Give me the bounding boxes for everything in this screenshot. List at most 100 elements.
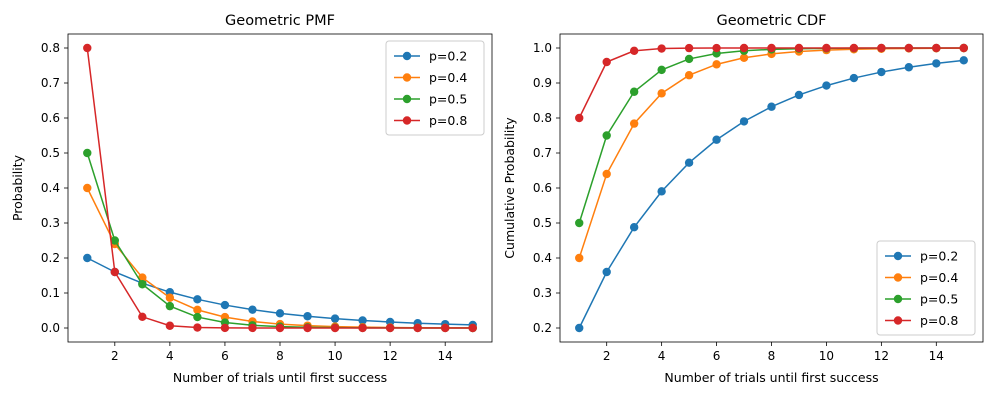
data-point xyxy=(165,301,175,311)
x-tick-label: 12 xyxy=(382,349,397,363)
data-point xyxy=(110,236,120,245)
data-point xyxy=(629,46,639,55)
y-tick-label: 0.6 xyxy=(41,111,60,125)
legend-marker xyxy=(893,316,903,325)
y-axis-label: Cumulative Probability xyxy=(502,117,517,259)
data-point xyxy=(602,131,611,140)
data-point xyxy=(330,314,340,323)
series-p=0.8 xyxy=(83,43,477,333)
data-point xyxy=(303,323,312,333)
data-point xyxy=(220,300,230,310)
y-tick-label: 0.5 xyxy=(41,146,60,160)
data-point xyxy=(110,267,120,277)
data-point xyxy=(877,43,886,53)
data-point xyxy=(275,309,285,318)
data-point xyxy=(385,323,395,333)
y-tick-label: 0.2 xyxy=(41,251,60,265)
data-point xyxy=(575,323,584,333)
y-tick-label: 0.4 xyxy=(533,251,552,265)
x-tick-label: 4 xyxy=(658,349,666,363)
x-tick-label: 10 xyxy=(327,349,342,363)
y-tick-label: 0.6 xyxy=(533,181,552,195)
y-tick-label: 0.3 xyxy=(41,216,60,230)
data-point xyxy=(629,119,639,128)
data-point xyxy=(358,323,367,333)
x-tick-label: 8 xyxy=(768,349,776,363)
series-p=0.5 xyxy=(83,148,477,333)
y-tick-label: 0.2 xyxy=(533,321,552,335)
data-point xyxy=(575,253,584,263)
x-tick-label: 8 xyxy=(276,349,284,363)
data-point xyxy=(932,59,941,68)
data-point xyxy=(822,81,831,90)
legend-box xyxy=(876,240,976,336)
legend-label: p=0.8 xyxy=(429,113,467,128)
data-point xyxy=(877,67,886,77)
series-line xyxy=(86,187,473,329)
x-tick-label: 4 xyxy=(166,349,174,363)
legend-marker xyxy=(893,251,903,261)
data-point xyxy=(575,113,584,123)
data-point xyxy=(468,323,477,333)
data-point xyxy=(303,312,312,321)
data-point xyxy=(83,43,92,53)
data-point xyxy=(767,43,776,53)
data-point xyxy=(794,43,804,53)
legend-label: p=0.4 xyxy=(920,270,958,285)
data-point xyxy=(275,323,285,333)
data-point xyxy=(193,312,202,322)
y-tick-label: 0.9 xyxy=(533,76,552,90)
y-tick-label: 0.0 xyxy=(41,321,60,335)
data-point xyxy=(684,71,694,80)
y-tick-label: 0.5 xyxy=(533,216,552,230)
data-point xyxy=(657,44,666,53)
data-point xyxy=(904,63,914,72)
series-line xyxy=(578,47,964,224)
data-point xyxy=(794,90,804,100)
legend-marker xyxy=(893,294,903,304)
x-tick-label: 6 xyxy=(221,349,229,363)
data-point xyxy=(629,87,639,96)
x-tick-label: 6 xyxy=(713,349,721,363)
data-point xyxy=(684,158,694,167)
data-point xyxy=(248,305,257,314)
data-point xyxy=(712,43,721,53)
y-tick-label: 0.8 xyxy=(41,41,60,55)
legend-marker xyxy=(402,51,412,61)
y-tick-label: 1.0 xyxy=(533,41,552,55)
data-point xyxy=(165,293,175,302)
data-point xyxy=(220,323,230,333)
legend-marker xyxy=(402,94,412,104)
data-point xyxy=(629,223,639,232)
legend: p=0.2 p=0.4 p=0.5 p=0.8 xyxy=(876,240,976,336)
data-point xyxy=(602,267,611,277)
y-tick-label: 0.8 xyxy=(533,111,552,125)
data-point xyxy=(83,148,92,158)
legend-label: p=0.8 xyxy=(920,313,958,328)
y-axis-label: Probability xyxy=(10,154,25,221)
data-point xyxy=(575,218,584,228)
data-point xyxy=(193,305,202,315)
chart-1: Geometric PMF Number of trials until firs… xyxy=(10,13,493,385)
x-tick-label: 2 xyxy=(603,349,611,363)
x-tick-label: 2 xyxy=(111,349,119,363)
legend-label: p=0.2 xyxy=(429,49,467,64)
data-point xyxy=(657,65,666,75)
data-point xyxy=(413,323,422,333)
data-point xyxy=(602,169,611,179)
y-tick-label: 0.1 xyxy=(41,286,60,300)
plot-frame xyxy=(67,33,493,343)
legend-label: p=0.5 xyxy=(429,92,467,107)
data-point xyxy=(657,187,666,196)
plot-frame xyxy=(559,33,984,343)
data-point xyxy=(739,117,749,126)
legend-label: p=0.4 xyxy=(429,70,467,85)
series-line xyxy=(86,152,473,329)
data-point xyxy=(248,323,257,333)
legend-marker xyxy=(402,116,412,125)
data-point xyxy=(684,43,694,53)
legend-box xyxy=(385,40,485,136)
data-point xyxy=(739,43,749,53)
x-tick-label: 14 xyxy=(929,349,944,363)
